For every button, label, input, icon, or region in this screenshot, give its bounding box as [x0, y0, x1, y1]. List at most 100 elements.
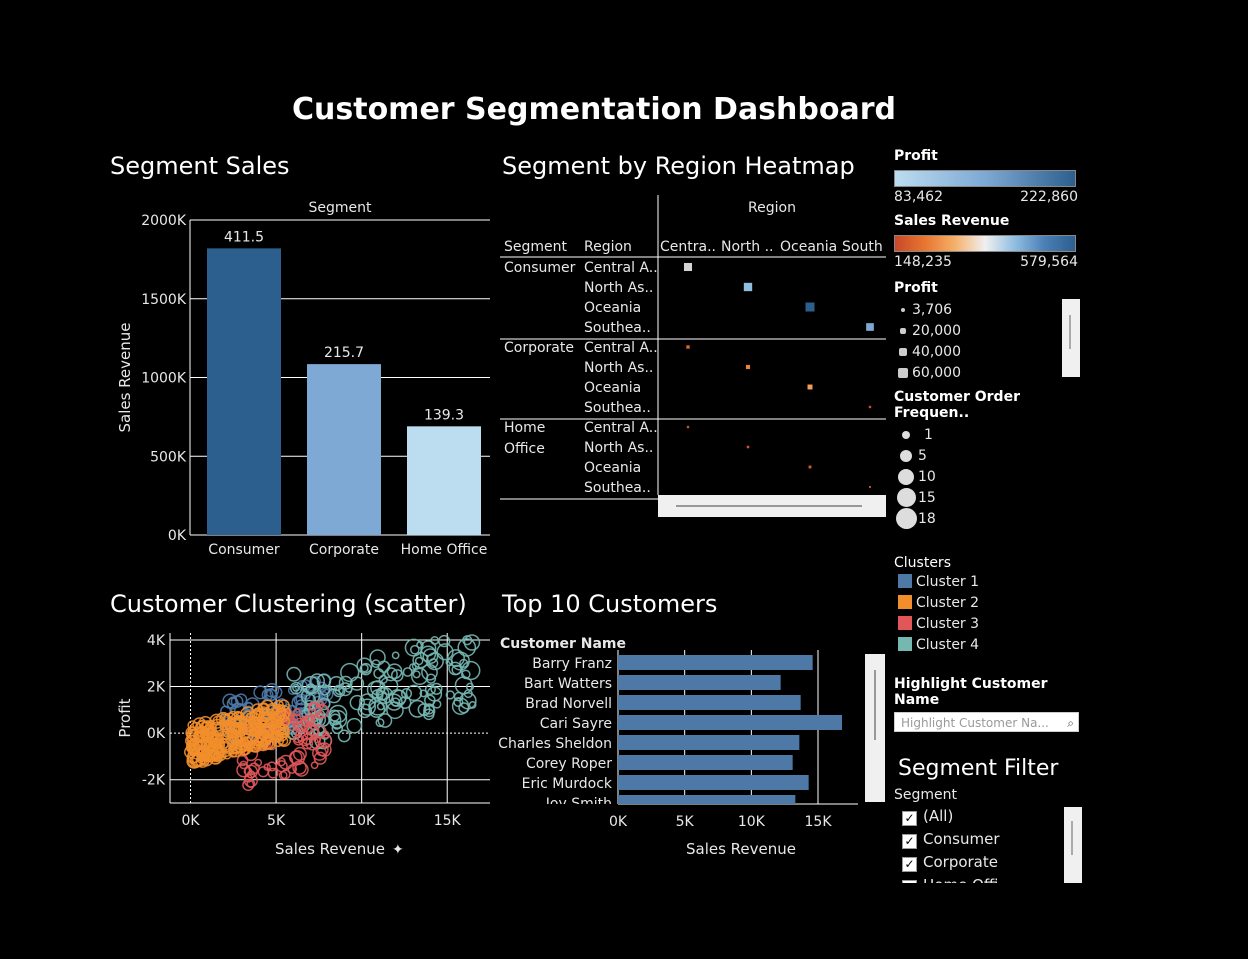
scatter-point: [267, 767, 279, 779]
profit-size-label: 20,000: [912, 322, 961, 339]
scatter-point: [340, 662, 360, 683]
cluster-legend-item[interactable]: Cluster 3: [898, 616, 1084, 637]
scatter-point: [349, 676, 365, 691]
customer-name-label: Joy Smith: [545, 796, 612, 812]
heatmap-cell: [746, 445, 750, 449]
checkbox-checked-icon[interactable]: ✓: [902, 880, 917, 883]
heatmap-cell: [743, 282, 753, 292]
x-tick-label: 0K: [181, 813, 200, 829]
scatter-point: [448, 661, 462, 676]
checkbox-checked-icon[interactable]: ✓: [902, 811, 917, 826]
top10-title: Top 10 Customers: [502, 590, 718, 618]
circle-icon: [895, 508, 917, 529]
customer-name-label: Corey Roper: [526, 756, 612, 772]
region-label: Oceania: [584, 460, 641, 476]
customer-name-label: Charles Sheldon: [498, 736, 612, 752]
segment-sales-title: Segment Sales: [110, 152, 290, 180]
scatter-point: [278, 770, 288, 780]
region-column-label: North ..: [721, 239, 774, 255]
scatter-point: [328, 704, 348, 724]
scatter-point: [332, 684, 346, 698]
heatmap-cell: [866, 323, 874, 331]
scatter-point: [424, 683, 436, 695]
segment-filter-option[interactable]: ✓ Corporate: [902, 853, 1084, 876]
scatter-point: [383, 667, 398, 682]
circle-icon: [900, 449, 912, 462]
y-tick-label: 2000K: [141, 213, 187, 229]
scatter-point: [212, 715, 223, 726]
scatter-point: [338, 682, 353, 697]
segment-filter-option[interactable]: ✓ (All): [902, 807, 1084, 830]
filter-scrollbar[interactable]: [1064, 807, 1082, 883]
scatter-point: [243, 730, 252, 739]
x-tick-label: 5K: [267, 813, 286, 829]
x-tick-label: 15K: [434, 813, 462, 829]
scatter-point: [412, 652, 429, 669]
heatmap-cell: [686, 425, 690, 429]
scatter-point: [228, 748, 238, 758]
profit-size-label: 3,706: [912, 301, 953, 318]
scatter-point: [438, 634, 451, 648]
scatter-point: [359, 693, 377, 711]
sales-color-max: 579,564: [1020, 254, 1078, 270]
cluster-legend-item[interactable]: Cluster 2: [898, 595, 1084, 616]
scatter-point: [278, 736, 289, 746]
customer-name-label: Bart Watters: [524, 676, 612, 692]
scatter-point: [371, 689, 384, 702]
profit-size-item: 60,000: [894, 362, 1084, 383]
customer-bar: [618, 735, 800, 750]
scatter-point: [385, 693, 403, 711]
scatter-point: [234, 693, 248, 706]
profit-size-item: 40,000: [894, 341, 1084, 362]
segment-label: Home: [504, 420, 545, 436]
scatter-point: [198, 716, 213, 731]
segment-filter-option[interactable]: ✓ Consumer: [902, 830, 1084, 853]
order-frequency-item: 15: [894, 487, 1084, 508]
cluster-legend-item[interactable]: Cluster 4: [898, 637, 1084, 658]
scatter-point: [243, 773, 253, 783]
heatmap-cell: [869, 486, 871, 488]
scatter-point: [425, 652, 444, 671]
checkbox-checked-icon[interactable]: ✓: [902, 857, 917, 872]
size-dot-icon: [901, 307, 905, 312]
customer-name-label: Barry Franz: [532, 656, 612, 672]
scatter-point: [253, 685, 268, 700]
customer-clustering-chart: 0K 5K 10K 15K -2K 0K 2K 4K Sales Revenue ✦ Profit: [116, 633, 490, 858]
checkbox-checked-icon[interactable]: ✓: [902, 834, 917, 849]
order-frequency-label: 10: [918, 468, 936, 485]
scatter-point: [337, 729, 351, 743]
x-tick-label: Corporate: [309, 542, 379, 558]
order-frequency-label: 15: [918, 489, 936, 506]
heatmap-cell: [808, 465, 812, 469]
scatter-point: [257, 740, 268, 751]
scatter-point: [368, 696, 388, 716]
region-column-label: South: [842, 239, 883, 255]
scatter-point: [373, 668, 385, 679]
circle-icon: [896, 488, 916, 507]
customer-name-label: Brad Norvell: [525, 696, 612, 712]
scatter-point: [463, 634, 481, 651]
region-label: Oceania: [584, 300, 641, 316]
customer-name-label: Eric Murdock: [522, 776, 613, 792]
customer-bar: [618, 755, 793, 770]
scatter-point: [390, 669, 404, 682]
scatter-point: [316, 742, 332, 758]
scatter-point: [274, 722, 285, 732]
highlight-customer-input[interactable]: Highlight Customer Na... ⌕: [894, 712, 1079, 732]
scatter-point: [356, 657, 373, 674]
scatter-point: [321, 731, 330, 739]
order-frequency-label: 18: [918, 510, 936, 527]
segment-filter-option[interactable]: ✓ Home Offi..: [902, 876, 1084, 883]
scatter-point: [301, 733, 314, 745]
profit-size-scrollbar[interactable]: [1062, 299, 1080, 377]
x-axis-label: Sales Revenue: [275, 840, 385, 858]
scatter-point: [258, 708, 273, 723]
scatter-point: [292, 734, 305, 746]
scatter-point: [306, 723, 320, 737]
cluster-legend-item[interactable]: Cluster 1: [898, 574, 1084, 595]
scatter-point: [225, 727, 238, 739]
sales-color-min: 148,235: [894, 254, 952, 270]
y-axis-label: Sales Revenue: [116, 322, 134, 432]
segment-sales-chart: Segment 0K 500K 1000K 1500K 2000K Sales Revenu…: [116, 200, 490, 558]
y-tick-label: 4K: [147, 633, 166, 649]
